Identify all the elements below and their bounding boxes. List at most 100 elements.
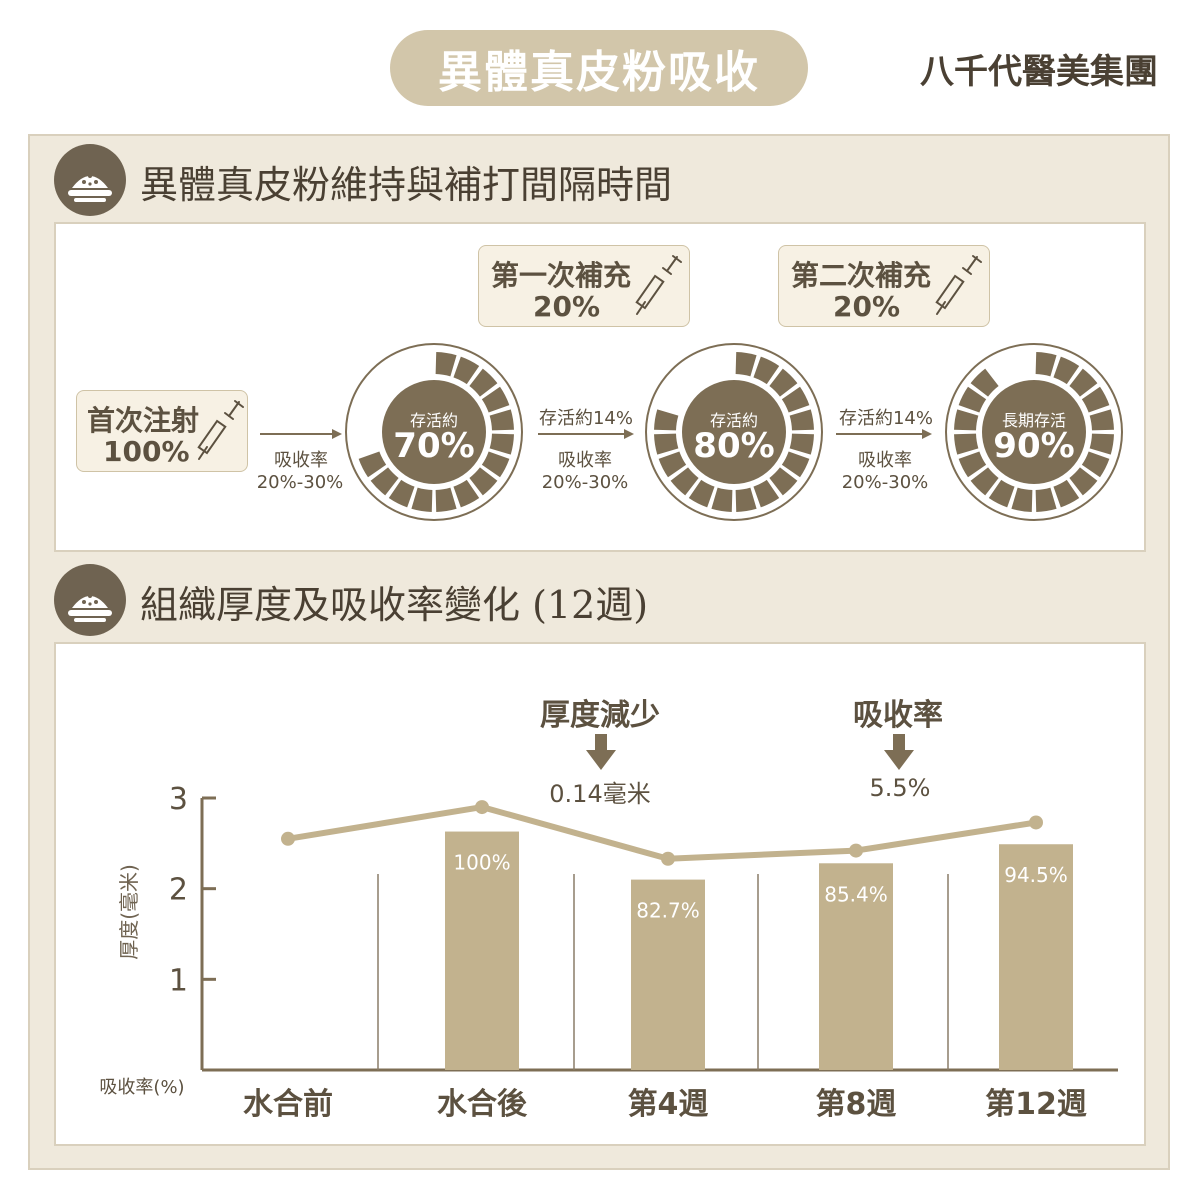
ring-segment: [453, 356, 480, 385]
down-arrow-icon: [586, 734, 616, 770]
syringe-icon: [935, 255, 982, 315]
bar-data-label: 85.4%: [824, 882, 888, 906]
down-arrow-icon: [884, 734, 914, 770]
ring-segment: [654, 433, 679, 455]
x-tick-label: 第8週: [816, 1087, 897, 1122]
ring-segment: [1081, 451, 1110, 478]
ring-segment: [654, 409, 679, 431]
second-refill-value: 20%: [833, 290, 901, 323]
line-point: [849, 843, 863, 858]
ring-label-2: 存活約: [709, 411, 758, 430]
ring-label-3: 長期存活: [1001, 411, 1066, 430]
ring-segment: [958, 386, 987, 413]
rate-value-3: 20%-30%: [841, 472, 929, 493]
ring-segment: [358, 451, 387, 478]
second-refill-label: 第二次補充: [791, 259, 932, 292]
ring-segment: [670, 467, 699, 496]
powder-bowl-icon: [54, 144, 126, 216]
rate-label-3: 吸收率: [858, 450, 912, 471]
line-point: [281, 831, 295, 846]
ring-segment: [388, 479, 415, 508]
ring-segment: [781, 451, 810, 478]
ring-segment: [1081, 386, 1110, 413]
ring-segment: [954, 433, 979, 455]
x-tick-label: 第12週: [985, 1087, 1087, 1122]
bar-data-label: 100%: [453, 851, 510, 875]
x-tick-label: 第4週: [628, 1087, 709, 1122]
ring-segment: [789, 433, 814, 455]
ring-segment: [435, 487, 457, 512]
ring-value-1: 70%: [393, 426, 475, 466]
bar: [819, 863, 893, 1070]
section1-title: 異體真皮粉維持與補打間隔時間: [140, 163, 673, 207]
ring-segment: [1053, 356, 1080, 385]
ring-segment: [453, 479, 480, 508]
ring-segment: [489, 433, 514, 455]
flow-arrow-1: [260, 429, 342, 439]
x-tick-label: 水合後: [437, 1087, 528, 1122]
thickness-annotation-label: 厚度減少: [540, 698, 660, 733]
first-refill-label: 第一次補充: [491, 259, 632, 292]
ring-segment: [970, 467, 999, 496]
ring-segment: [658, 451, 687, 478]
survival-label-3: 存活約14%: [838, 408, 933, 429]
ring-segment: [688, 479, 715, 508]
line-point: [661, 851, 675, 866]
first-refill-value: 20%: [533, 290, 601, 323]
bar: [999, 844, 1073, 1070]
ring-center: [982, 380, 1086, 484]
flow-arrow-3: [836, 429, 932, 439]
section2-title: 組織厚度及吸收率變化 (12週): [140, 583, 649, 627]
ring-segment: [481, 386, 510, 413]
chart-panel: [54, 642, 1146, 1146]
initial-injection-value: 100%: [103, 435, 190, 468]
page-title: 異體真皮粉吸收: [390, 30, 808, 106]
ring-segment: [781, 386, 810, 413]
ring-segment: [735, 487, 757, 512]
ring-segment: [1069, 467, 1098, 496]
y-tick-label: 3: [169, 782, 188, 817]
line-point: [475, 800, 489, 815]
ring-segment: [435, 352, 457, 377]
rate-label-2: 吸收率: [558, 450, 612, 471]
ring-segment: [1089, 433, 1114, 455]
ring-segment: [1069, 368, 1098, 397]
first-refill-box: 第一次補充 20%: [478, 245, 690, 327]
ring-segment: [753, 479, 780, 508]
x-tick-label: 水合前: [243, 1087, 333, 1122]
ring-segment: [1089, 409, 1114, 431]
survival-label-2: 存活約14%: [538, 408, 633, 429]
ring-segment: [469, 368, 498, 397]
second-refill-box: 第二次補充 20%: [778, 245, 990, 327]
ring-segment: [735, 352, 757, 377]
ring-segment: [481, 451, 510, 478]
rate-value-1: 20%-30%: [256, 472, 344, 493]
line-point: [1029, 815, 1043, 830]
powder-bowl-icon: [54, 564, 126, 636]
ring-segment: [769, 467, 798, 496]
ring-value-3: 90%: [993, 426, 1075, 466]
survival-ring-80: [645, 343, 823, 521]
ring-segment: [988, 479, 1015, 508]
initial-injection-box: 首次注射 100%: [76, 390, 248, 472]
ring-segment: [954, 409, 979, 431]
ring-center: [682, 380, 786, 484]
rate-value-2: 20%-30%: [541, 472, 629, 493]
y-tick-label: 2: [169, 873, 188, 908]
brand-name: 八千代醫美集團: [920, 52, 1158, 92]
ring-segment: [489, 409, 514, 431]
ring-segment: [1035, 487, 1057, 512]
bar-data-label: 94.5%: [1004, 863, 1068, 887]
syringe-icon: [635, 255, 682, 315]
absorption-annotation-label: 吸收率: [853, 698, 943, 733]
ring-segment: [958, 451, 987, 478]
ring-segment: [469, 467, 498, 496]
ring-label-1: 存活約: [409, 411, 458, 430]
ring-center: [382, 380, 486, 484]
thickness-annotation-value: 0.14毫米: [549, 780, 651, 808]
ring-segment: [789, 409, 814, 431]
bar: [445, 831, 519, 1070]
ring-segment: [711, 487, 733, 512]
y-axis-label: 厚度(毫米): [117, 864, 141, 960]
x-axis-label: 吸收率(%): [99, 1077, 184, 1098]
